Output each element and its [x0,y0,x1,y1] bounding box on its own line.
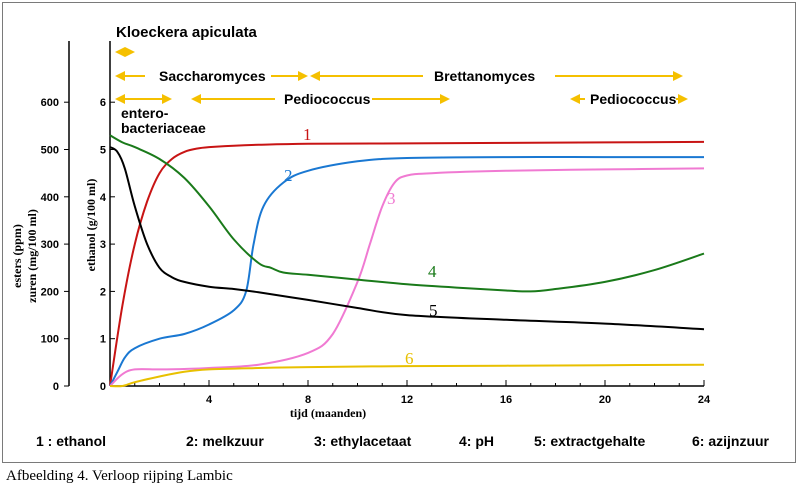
series-group: 1 2 3 4 5 6 [109,125,705,388]
y-left-ticks: 0 100 200 300 400 500 600 [41,97,69,393]
y-right-tick-label: 2 [100,286,106,298]
series-line-6 [109,363,705,388]
x-tick-label: 8 [305,394,311,406]
x-tick-label: 20 [599,394,611,406]
figure-caption: Afbeelding 4. Verloop rijping Lambic [6,468,233,484]
label-brettanomyces: Brettanomyces [434,68,535,84]
y-left-tick-label: 500 [41,145,59,157]
x-tick-label: 12 [401,394,413,406]
label-pediococcus-1: Pediococcus [284,91,371,107]
y-left-label-esters: esters (ppm) [10,224,24,288]
label-saccharomyces: Saccharomyces [159,68,266,84]
y-left-tick-label: 200 [41,286,59,298]
label-entero-1: entero- [121,105,169,121]
x-ticks: 4 8 12 16 20 24 [109,380,711,406]
series-line-3 [109,167,705,387]
y-right-tick-label: 5 [100,145,106,157]
y-left-tick-label: 400 [41,192,59,204]
y-right-tick-label: 1 [100,334,106,346]
legend-item-5: 5: extractgehalte [534,433,645,449]
x-axis-label: tijd (maanden) [290,406,366,420]
y-left-tick-label: 100 [41,334,59,346]
y-right-tick-label: 3 [100,239,106,251]
series-label-6: 6 [405,349,414,368]
x-tick-label: 16 [500,394,512,406]
legend-item-6: 6: azijnzuur [692,433,770,449]
series-line-4 [109,134,705,293]
figure-frame: esters (ppm) zuren (mg/100 ml) ethanol (… [2,2,796,463]
series-label-1: 1 [303,125,312,144]
y-left-tick-label: 300 [41,239,59,251]
y-right-tick-label: 0 [100,381,106,393]
legend-item-2: 2: melkzuur [186,433,264,449]
organism-annotations: Kloeckera apiculata Saccharomyces Bretta… [115,24,688,136]
lambic-maturation-chart: esters (ppm) zuren (mg/100 ml) ethanol (… [10,24,770,449]
label-pediococcus-2: Pediococcus [590,91,677,107]
y-left-label-zuren: zuren (mg/100 ml) [25,209,39,303]
legend-item-4: 4: pH [459,433,494,449]
label-kloeckera: Kloeckera apiculata [116,24,258,41]
series-label-5: 5 [429,301,438,320]
legend: 1 : ethanol 2: melkzuur 3: ethylacetaat … [36,433,770,449]
y-left-tick-label: 0 [53,381,59,393]
y-right-ticks: 0 1 2 3 4 5 6 [100,97,115,393]
series-label-4: 4 [428,262,437,281]
legend-item-3: 3: ethylacetaat [314,433,412,449]
x-tick-label: 4 [206,394,213,406]
x-tick-label: 24 [698,394,711,406]
y-right-label-ethanol: ethanol (g/100 ml) [84,179,98,272]
series-label-2: 2 [284,166,293,185]
legend-item-1: 1 : ethanol [36,433,106,449]
label-entero-2: bacteriaceae [121,120,206,136]
series-label-3: 3 [387,189,396,208]
y-right-tick-label: 6 [100,97,106,109]
series-line-2 [109,156,704,387]
y-left-tick-label: 600 [41,97,59,109]
series-line-5 [109,146,705,331]
y-right-tick-label: 4 [100,192,107,204]
